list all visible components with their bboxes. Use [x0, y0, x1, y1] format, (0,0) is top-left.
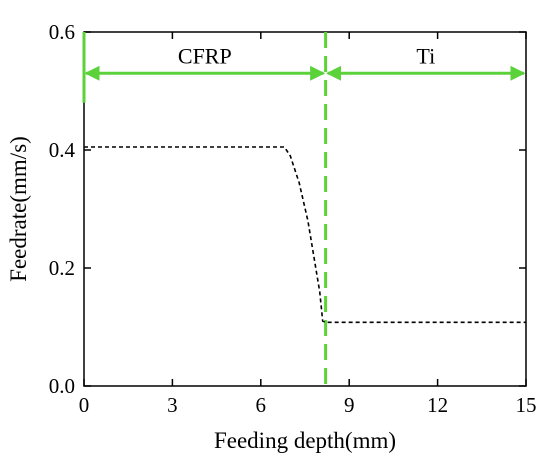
plot-frame: [83, 31, 527, 387]
region-label-ti: Ti: [416, 43, 435, 68]
x-tick-label: 6: [256, 393, 267, 417]
x-tick-label: 12: [427, 393, 448, 417]
x-tick-label: 15: [516, 393, 537, 417]
y-tick-label: 0.6: [49, 20, 75, 44]
x-tick-label: 9: [344, 393, 355, 417]
series-layer: [84, 146, 526, 324]
region-annotations: CFRP Ti: [82, 32, 526, 386]
y-tick-label: 0.4: [49, 138, 76, 162]
x-tick-label: 3: [167, 393, 178, 417]
y-axis-title: Feedrate(mm/s): [6, 136, 31, 282]
feedrate-series-line: [84, 146, 526, 324]
axis-ticks: [83, 31, 527, 387]
y-tick-label: 0.0: [49, 374, 75, 398]
y-tick-label: 0.2: [49, 256, 75, 280]
region-label-cfrp: CFRP: [178, 43, 232, 68]
x-axis-title: Feeding depth(mm): [214, 428, 396, 453]
axis-tick-labels: 0 3 6 9 12 15 0.0 0.2 0.4 0.6: [49, 20, 537, 417]
x-tick-label: 0: [79, 393, 90, 417]
